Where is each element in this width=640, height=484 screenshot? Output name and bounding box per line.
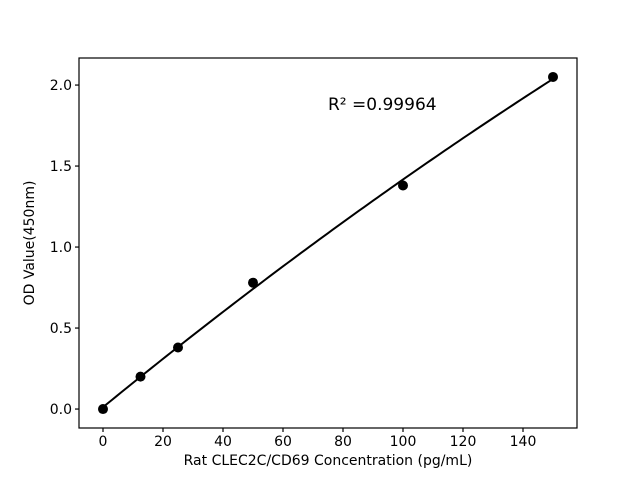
x-tick-label: 60 [274,434,292,450]
x-tick-label: 20 [154,434,172,450]
y-tick-label: 0.5 [50,321,72,337]
y-tick-label: 0.0 [50,402,72,418]
data-point-marker [398,180,408,191]
x-tick-label: 80 [334,434,352,450]
data-series [98,71,558,415]
y-tick-label: 1.5 [50,159,72,175]
data-point-marker [98,404,108,415]
data-point-marker [248,277,258,288]
y-tick-label: 2.0 [50,78,72,94]
fit-line [102,77,554,409]
x-tick-label: 120 [450,434,477,450]
x-axis: 0 20 40 60 80 100 120 140 [99,428,537,450]
x-tick-label: 0 [99,434,108,450]
y-tick-label: 1.0 [50,240,72,256]
x-axis-label: Rat CLEC2C/CD69 Concentration (pg/mL) [184,453,473,469]
y-axis-label: OD Value(450nm) [22,181,38,306]
x-tick-label: 40 [214,434,232,450]
x-tick-label: 140 [510,434,537,450]
y-axis: 0.0 0.5 1.0 1.5 2.0 [50,78,79,418]
plot-area-frame [78,57,578,429]
r-squared-annotation: R² =0.99964 [328,95,437,115]
x-tick-label: 100 [390,434,417,450]
